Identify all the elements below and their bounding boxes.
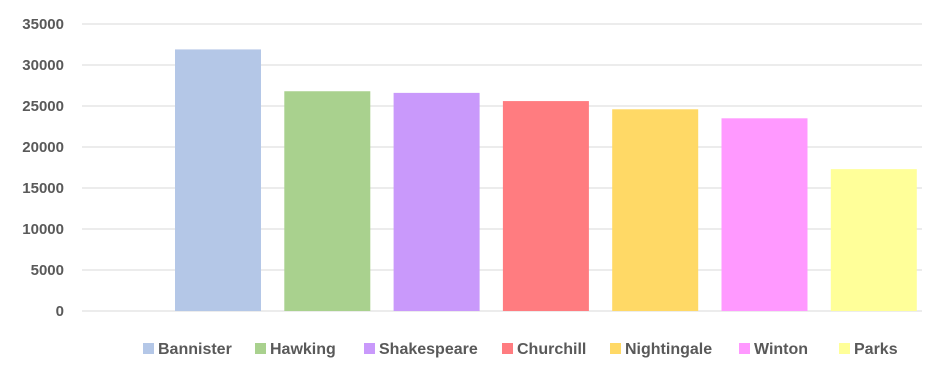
legend-label-shakespeare: Shakespeare (379, 341, 478, 358)
y-axis: 0 5000 10000 15000 20000 25000 30000 35000 (22, 16, 64, 320)
legend: Bannister Hawking Shakespeare Churchill Nigh… (143, 341, 898, 358)
y-tick-label: 35000 (22, 16, 64, 33)
bar-churchill (502, 101, 589, 311)
y-tick-label: 30000 (22, 57, 64, 74)
legend-swatch-hawking (255, 343, 266, 354)
bar-bannister (175, 49, 261, 312)
y-tick-label: 5000 (31, 262, 64, 279)
bar-hawking (284, 91, 371, 312)
legend-swatch-shakespeare (364, 343, 375, 354)
legend-label-churchill: Churchill (517, 341, 586, 358)
legend-label-parks: Parks (854, 341, 898, 358)
legend-swatch-parks (839, 343, 850, 354)
legend-label-hawking: Hawking (270, 341, 336, 358)
y-tick-label: 0 (56, 303, 64, 320)
legend-label-winton: Winton (754, 341, 808, 358)
legend-label-bannister: Bannister (158, 341, 232, 358)
bars (175, 49, 917, 312)
bar-shakespeare (393, 92, 480, 311)
legend-swatch-winton (739, 343, 750, 354)
legend-label-nightingale: Nightingale (625, 341, 712, 358)
y-tick-label: 25000 (22, 98, 64, 115)
y-tick-label: 15000 (22, 180, 64, 197)
legend-swatch-nightingale (610, 343, 621, 354)
y-tick-label: 20000 (22, 139, 64, 156)
bar-parks (830, 169, 917, 311)
bar-nightingale (612, 109, 699, 311)
y-tick-label: 10000 (22, 221, 64, 238)
bar-winton (721, 118, 808, 311)
legend-swatch-bannister (143, 343, 154, 354)
legend-swatch-churchill (502, 343, 513, 354)
